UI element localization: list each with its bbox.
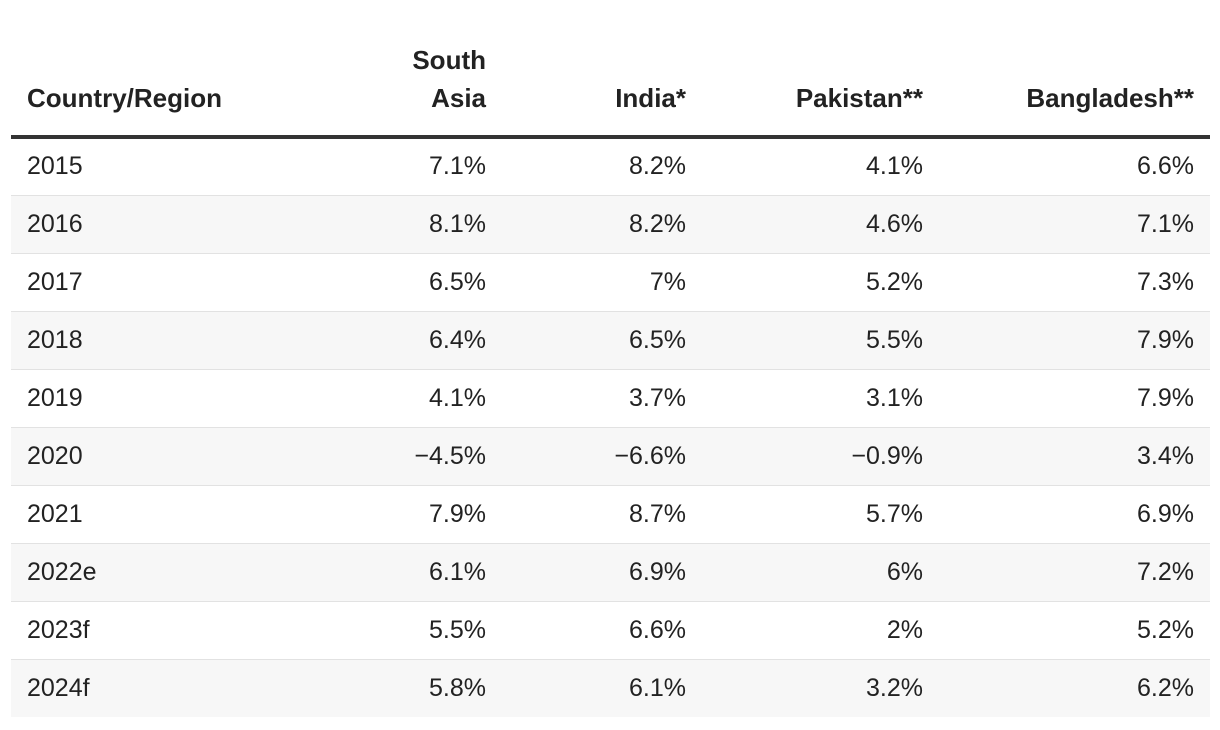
row-label-year: 2021 (11, 485, 211, 544)
cell-bangladesh: 6.9% (923, 485, 1210, 544)
cell-india: 7% (486, 253, 686, 312)
row-label-year: 2018 (11, 311, 211, 370)
table-body: 2015 7.1% 8.2% 4.1% 6.6% 2016 8.1% 8.2% 4.6% 7.1%… (11, 137, 1210, 717)
header-south-asia-line2: Asia (431, 83, 486, 113)
table-row: 2015 7.1% 8.2% 4.1% 6.6% (11, 137, 1210, 196)
cell-bangladesh: 7.3% (923, 253, 1210, 312)
row-label-year: 2020 (11, 427, 211, 486)
cell-bangladesh: 7.1% (923, 195, 1210, 254)
cell-india: 8.7% (486, 485, 686, 544)
cell-india: 6.5% (486, 311, 686, 370)
table-row: 2021 7.9% 8.7% 5.7% 6.9% (11, 485, 1210, 544)
cell-south-asia: 5.8% (211, 659, 486, 717)
cell-pakistan: 3.1% (686, 369, 923, 428)
table-row: 2016 8.1% 8.2% 4.6% 7.1% (11, 195, 1210, 254)
cell-pakistan: 5.7% (686, 485, 923, 544)
cell-india: 6.6% (486, 601, 686, 660)
row-label-year: 2015 (11, 137, 211, 196)
cell-south-asia: 6.4% (211, 311, 486, 370)
cell-pakistan: 5.5% (686, 311, 923, 370)
cell-india: 8.2% (486, 137, 686, 196)
cell-pakistan: 3.2% (686, 659, 923, 717)
row-label-year: 2023f (11, 601, 211, 660)
cell-pakistan: 6% (686, 543, 923, 602)
cell-south-asia: 6.5% (211, 253, 486, 312)
header-india: India* (486, 0, 686, 139)
cell-south-asia: 6.1% (211, 543, 486, 602)
cell-india: 3.7% (486, 369, 686, 428)
table-row: 2024f 5.8% 6.1% 3.2% 6.2% (11, 659, 1210, 717)
header-bangladesh: Bangladesh** (923, 0, 1210, 139)
cell-bangladesh: 6.6% (923, 137, 1210, 196)
row-label-year: 2024f (11, 659, 211, 717)
header-country-region: Country/Region (11, 0, 222, 139)
cell-bangladesh: 7.2% (923, 543, 1210, 602)
cell-pakistan: −0.9% (686, 427, 923, 486)
cell-south-asia: 5.5% (211, 601, 486, 660)
cell-india: −6.6% (486, 427, 686, 486)
header-pakistan: Pakistan** (686, 0, 923, 139)
cell-bangladesh: 6.2% (923, 659, 1210, 717)
cell-india: 6.9% (486, 543, 686, 602)
row-label-year: 2017 (11, 253, 211, 312)
growth-table-container: Country/Region South Asia India* Pakistan… (11, 0, 1210, 717)
table-row: 2020 −4.5% −6.6% −0.9% 3.4% (11, 427, 1210, 486)
cell-india: 6.1% (486, 659, 686, 717)
cell-bangladesh: 7.9% (923, 311, 1210, 370)
cell-india: 8.2% (486, 195, 686, 254)
row-label-year: 2016 (11, 195, 211, 254)
row-label-year: 2019 (11, 369, 211, 428)
cell-bangladesh: 3.4% (923, 427, 1210, 486)
cell-south-asia: 7.9% (211, 485, 486, 544)
header-south-asia: South Asia (211, 0, 486, 139)
row-label-year: 2022e (11, 543, 211, 602)
cell-south-asia: 4.1% (211, 369, 486, 428)
table-row: 2023f 5.5% 6.6% 2% 5.2% (11, 601, 1210, 660)
growth-table: Country/Region South Asia India* Pakistan… (11, 0, 1210, 717)
table-row: 2019 4.1% 3.7% 3.1% 7.9% (11, 369, 1210, 428)
cell-pakistan: 5.2% (686, 253, 923, 312)
table-row: 2018 6.4% 6.5% 5.5% 7.9% (11, 311, 1210, 370)
cell-pakistan: 4.6% (686, 195, 923, 254)
cell-bangladesh: 5.2% (923, 601, 1210, 660)
cell-pakistan: 4.1% (686, 137, 923, 196)
cell-pakistan: 2% (686, 601, 923, 660)
table-row: 2017 6.5% 7% 5.2% 7.3% (11, 253, 1210, 312)
cell-south-asia: 7.1% (211, 137, 486, 196)
cell-bangladesh: 7.9% (923, 369, 1210, 428)
cell-south-asia: 8.1% (211, 195, 486, 254)
table-row: 2022e 6.1% 6.9% 6% 7.2% (11, 543, 1210, 602)
header-south-asia-line1: South (412, 45, 486, 75)
table-header-row: Country/Region South Asia India* Pakistan… (11, 0, 1210, 139)
cell-south-asia: −4.5% (211, 427, 486, 486)
